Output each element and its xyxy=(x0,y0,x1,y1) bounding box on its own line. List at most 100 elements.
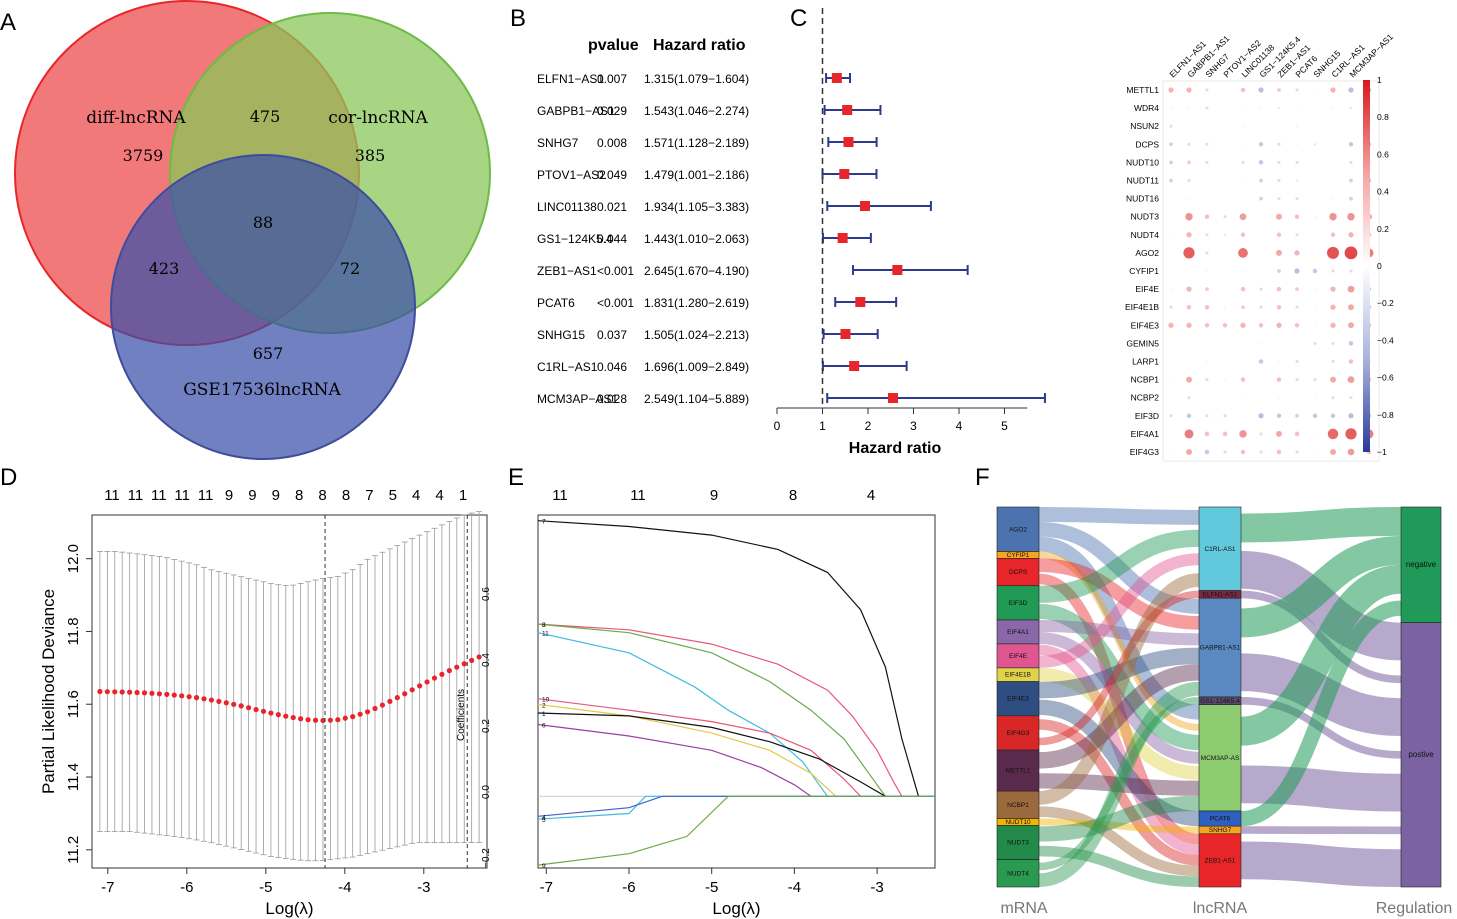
sankey-node-mrna-label: DCPS xyxy=(1009,569,1028,576)
heatmap-cell xyxy=(1240,449,1246,455)
heatmap-cell xyxy=(1242,143,1244,146)
heatmap-cell xyxy=(1332,197,1334,200)
forest-gene-label: GS1−124K5.4 xyxy=(537,232,613,246)
heatmap-cell xyxy=(1332,143,1334,146)
heatmap-row-label: EIF4E3 xyxy=(1131,320,1160,330)
heatmap-cell xyxy=(1349,396,1353,400)
heatmap-cell xyxy=(1188,270,1190,272)
heatmap-cell xyxy=(1295,378,1299,382)
cv-point xyxy=(469,657,475,663)
heatmap-cell xyxy=(1186,376,1192,383)
sankey-link-mrna-lncrna xyxy=(1038,667,1200,780)
heatmap-row-label: EIF4G3 xyxy=(1130,447,1160,457)
heatmap-cell xyxy=(1349,160,1353,164)
heatmap-cell xyxy=(1258,160,1264,165)
coef-top-count: 11 xyxy=(630,487,646,504)
heatmap-cell xyxy=(1276,430,1282,437)
heatmap-cell xyxy=(1294,214,1300,219)
coef-path-line xyxy=(537,723,812,797)
heatmap-cell xyxy=(1184,429,1194,439)
heatmap-cell xyxy=(1205,160,1209,164)
venn-diagram: diff-lncRNA cor-lncRNA GSE17536lncRNA 37… xyxy=(14,0,491,460)
cv-x-tick-label: -7 xyxy=(101,879,114,896)
sankey-link-lncrna-regulation xyxy=(1239,564,1403,746)
heatmap-cell xyxy=(1277,142,1281,146)
cv-point xyxy=(97,688,103,695)
heatmap-row-label: EIF4E1B xyxy=(1125,302,1159,312)
sankey-axis-label: lncRNA xyxy=(1193,900,1248,917)
forest-pvalue: <0.001 xyxy=(597,296,634,310)
heatmap-cell xyxy=(1312,413,1318,419)
heatmap-cell xyxy=(1276,232,1282,238)
heatmap-legend-tick: −0.8 xyxy=(1377,410,1394,420)
cv-right-tick-label: 0.0 xyxy=(481,785,492,799)
forest-hr-text: 1.505(1.024−2.213) xyxy=(644,328,749,342)
cv-right-tick-label: 0.4 xyxy=(481,653,492,667)
heatmap-row-label: LARP1 xyxy=(1132,357,1159,367)
forest-hr-text: 1.934(1.105−3.383) xyxy=(644,200,749,214)
heatmap-cell xyxy=(1277,106,1281,110)
cv-top-count: 11 xyxy=(104,487,120,504)
heatmap-cell xyxy=(1313,143,1317,146)
heatmap-legend-tick: 0 xyxy=(1377,261,1382,271)
heatmap-cell xyxy=(1258,359,1264,364)
heatmap-cell xyxy=(1187,142,1191,146)
venn-count-gse-only: 657 xyxy=(253,344,284,363)
heatmap-cell xyxy=(1187,396,1191,400)
cv-point xyxy=(424,679,430,685)
cv-top-count: 4 xyxy=(412,487,420,504)
heatmap-cell xyxy=(1240,87,1246,93)
heatmap-cell xyxy=(1224,143,1226,146)
heatmap-cell xyxy=(1224,197,1226,200)
heatmap-row-label: NCBP1 xyxy=(1131,375,1160,385)
cv-point xyxy=(253,706,259,713)
forest-col-pvalue: pvalue xyxy=(588,37,639,54)
heatmap-cell xyxy=(1277,197,1281,201)
forest-x-tick-label: 0 xyxy=(774,419,781,433)
heatmap-cell xyxy=(1186,413,1192,419)
heatmap-cell xyxy=(1331,360,1335,363)
sankey-node-mrna-label: AGO2 xyxy=(1009,526,1027,533)
forest-point xyxy=(840,329,851,339)
heatmap-cell xyxy=(1259,450,1263,454)
sankey-node-lncrna-label: PCAT6 xyxy=(1210,816,1231,823)
heatmap-cell xyxy=(1295,450,1299,454)
cv-point xyxy=(298,716,304,722)
coef-x-axis-title: Log(λ) xyxy=(712,899,760,918)
heatmap-cell xyxy=(1260,270,1262,272)
sankey-link-mrna-lncrna xyxy=(1038,818,1200,834)
heatmap-cell xyxy=(1277,88,1281,92)
coef-path-id: 9 xyxy=(542,863,546,870)
heatmap-cell xyxy=(1349,196,1353,201)
heatmap-cell xyxy=(1330,413,1336,419)
sankey-node-mrna-label: NUDT3 xyxy=(1007,839,1029,846)
cv-point xyxy=(112,689,118,695)
forest-pvalue: 0.044 xyxy=(597,232,627,246)
heatmap-cell xyxy=(1186,449,1192,455)
heatmap-cell xyxy=(1260,378,1262,381)
sankey-node-mrna xyxy=(996,715,1040,751)
cv-top-count: 11 xyxy=(151,487,167,504)
heatmap-cell xyxy=(1170,396,1172,399)
heatmap-cell xyxy=(1206,125,1208,127)
heatmap-cell xyxy=(1204,304,1210,310)
cv-point xyxy=(364,709,371,715)
heatmap-cell xyxy=(1330,232,1336,238)
heatmap-cell xyxy=(1295,88,1299,92)
cv-top-count: 7 xyxy=(365,487,373,504)
heatmap-cell xyxy=(1295,233,1299,237)
sankey-link-lncrna-regulation xyxy=(1240,841,1402,887)
heatmap-cell xyxy=(1349,269,1353,273)
heatmap-cell xyxy=(1224,396,1226,399)
heatmap-row-label: EIF3D xyxy=(1135,411,1159,421)
correlation-heatmap: ELFN1−AS1GABPB1−AS1SNHG7PTOV1−AS2LINC011… xyxy=(1125,32,1395,462)
heatmap-cell xyxy=(1205,106,1209,110)
heatmap-cell xyxy=(1314,360,1316,363)
coef-top-count: 9 xyxy=(710,487,718,504)
heatmap-cell xyxy=(1314,288,1316,290)
heatmap-cell xyxy=(1348,341,1354,346)
heatmap-cell xyxy=(1204,449,1210,455)
sankey-node-lncrna-label: ELFN1-AS1 xyxy=(1203,591,1238,598)
sankey-node-lncrna xyxy=(1198,704,1242,812)
heatmap-cell xyxy=(1295,360,1299,363)
